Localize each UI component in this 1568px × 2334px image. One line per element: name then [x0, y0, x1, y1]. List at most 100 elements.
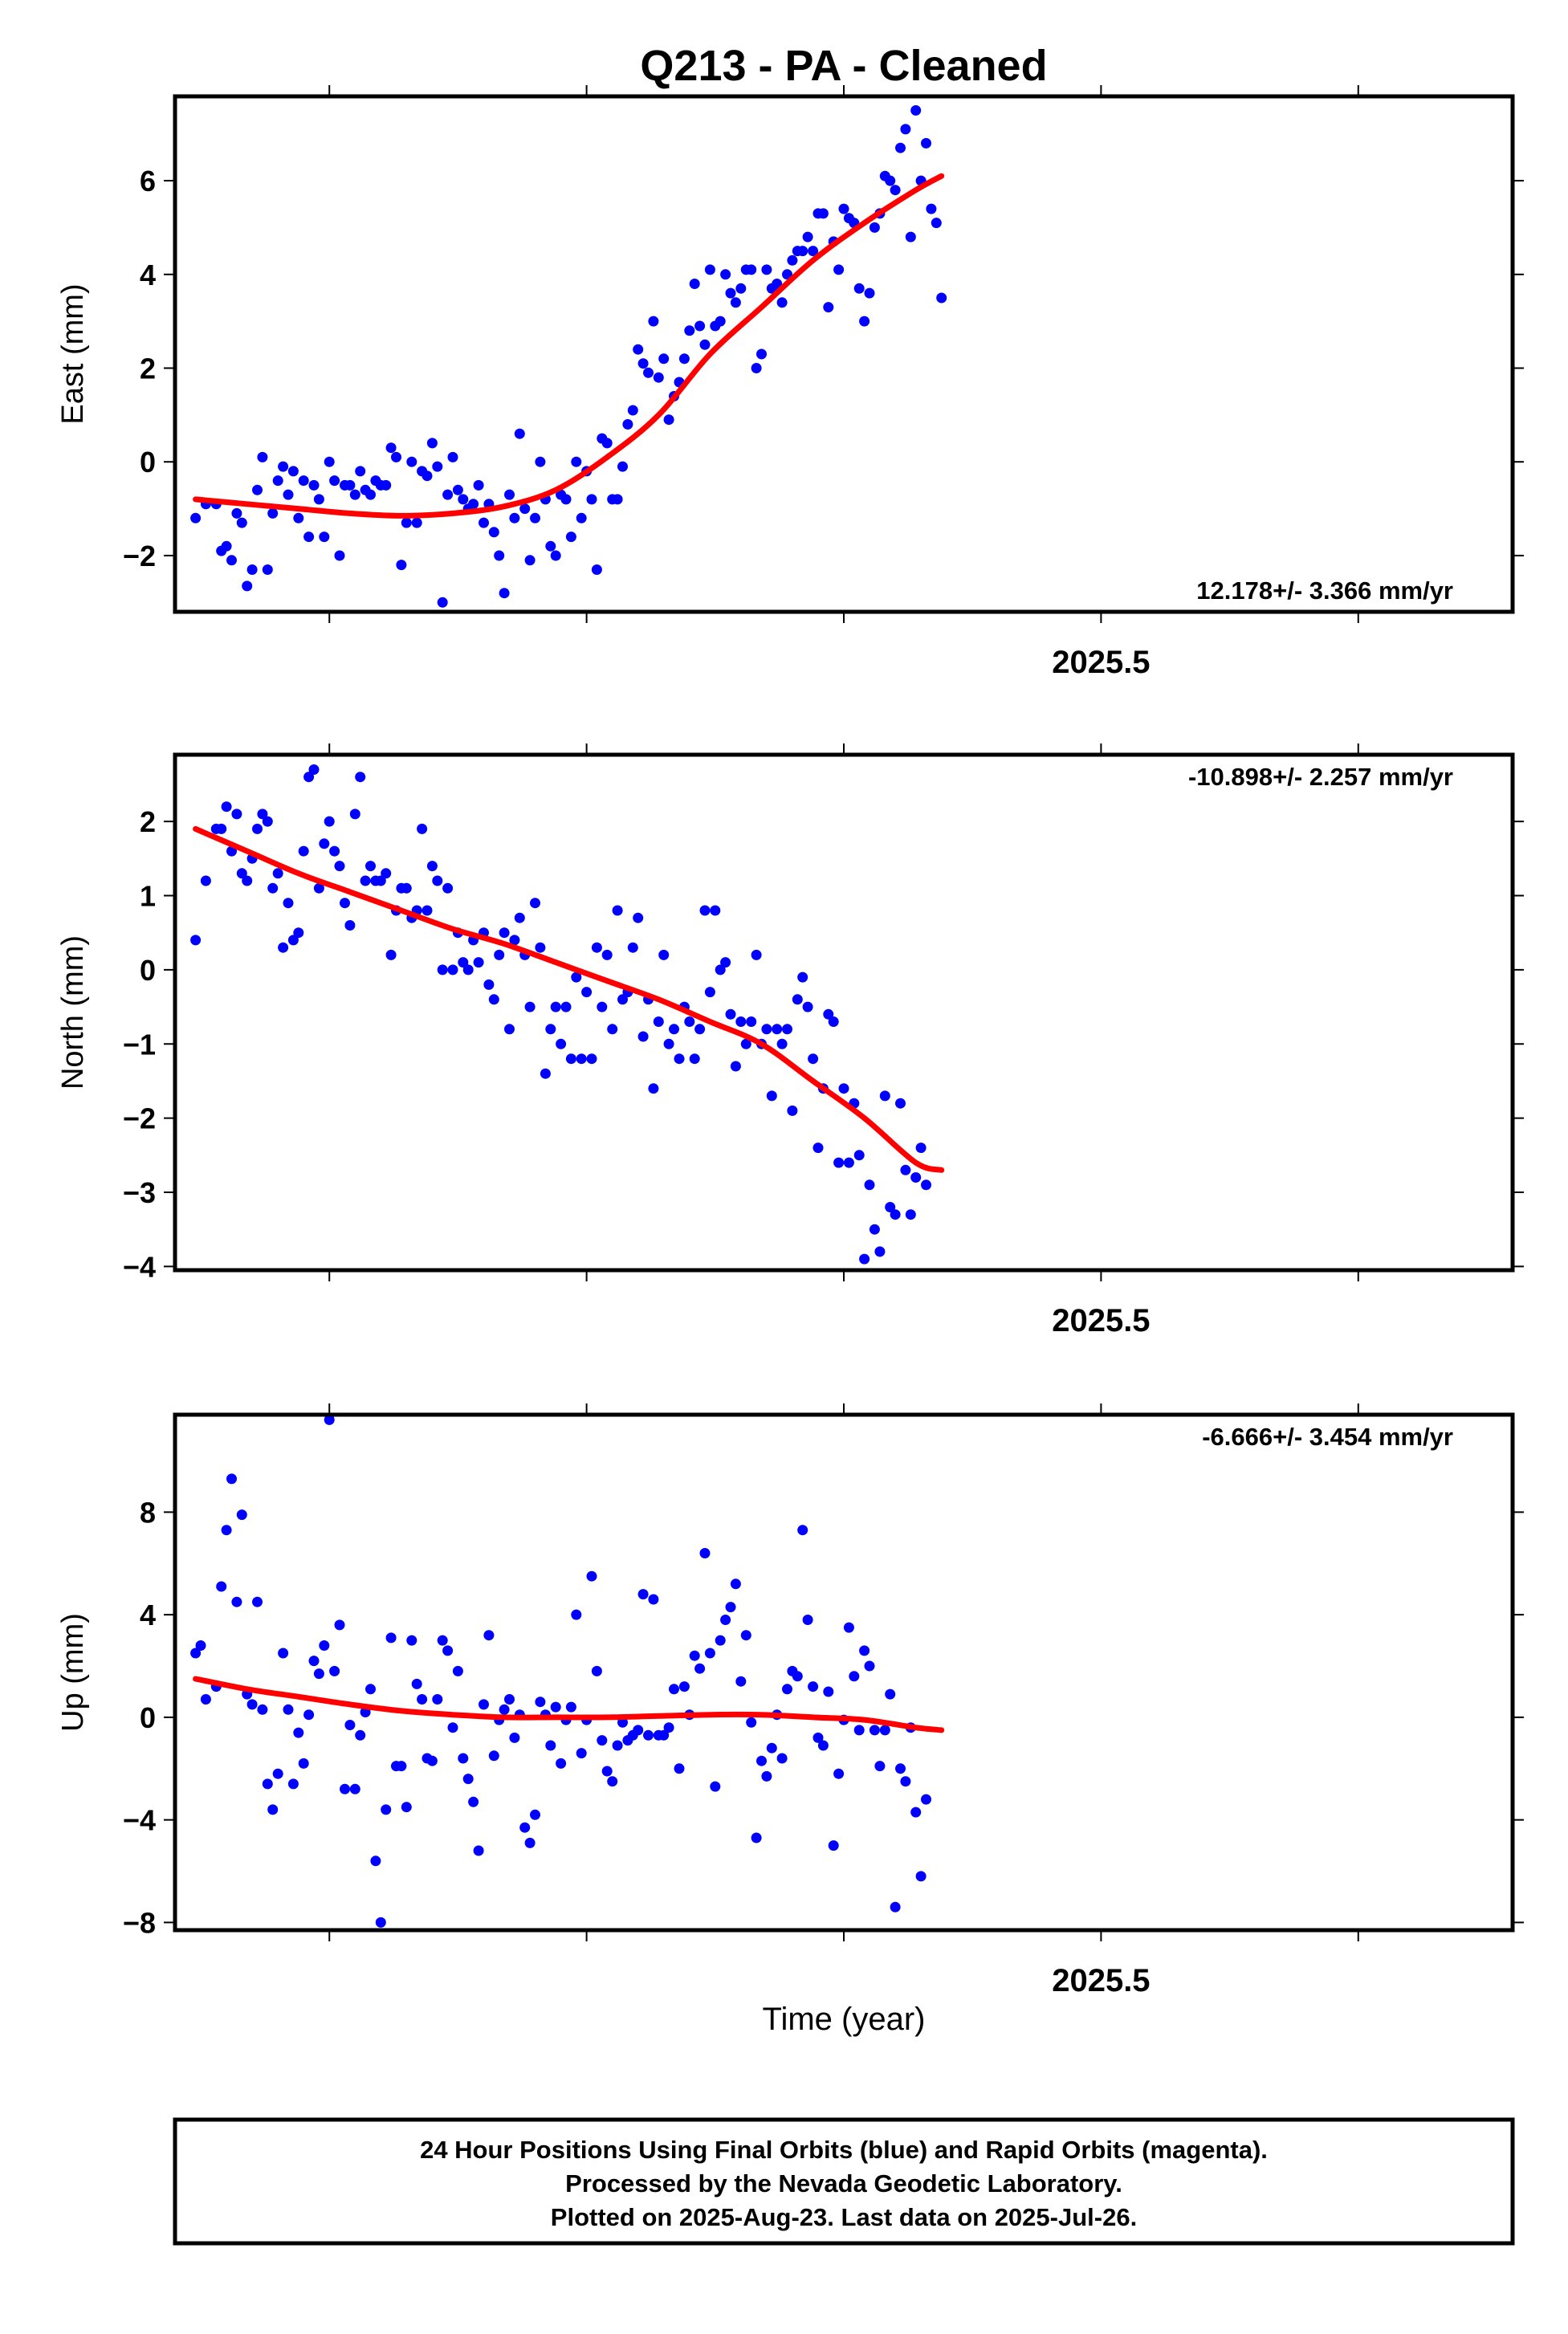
data-point	[231, 809, 242, 820]
data-point	[319, 838, 330, 849]
data-point	[308, 479, 320, 491]
panel-north: 2025.5 −4 −3 −2 −1 0 1 2 North (mm) -10.898+/- 2.…	[56, 743, 1524, 1338]
data-point	[653, 1016, 664, 1027]
data-point	[417, 823, 428, 834]
data-point	[396, 1761, 407, 1772]
data-point	[776, 1038, 788, 1049]
data-point	[458, 494, 469, 505]
data-point	[710, 905, 721, 916]
data-point	[442, 1645, 454, 1656]
x-tick-label: 2025.5	[1052, 1963, 1150, 1998]
data-point	[586, 1570, 597, 1582]
data-point	[607, 1776, 618, 1787]
y-tick-label: −8	[123, 1906, 156, 1939]
data-point	[921, 1179, 931, 1191]
data-point	[360, 875, 371, 886]
data-point	[432, 875, 443, 886]
data-point	[462, 964, 474, 976]
data-point	[828, 1840, 839, 1851]
data-point	[473, 957, 484, 968]
data-point	[756, 1755, 767, 1766]
data-point	[231, 507, 242, 519]
data-point	[699, 1548, 711, 1558]
data-point	[637, 1031, 649, 1042]
data-point	[381, 1804, 392, 1815]
data-point	[885, 1688, 896, 1700]
data-point	[813, 1732, 824, 1743]
data-point	[344, 920, 356, 931]
data-point	[509, 935, 520, 946]
data-point	[571, 1609, 582, 1620]
figure-title: Q213 - PA - Cleaned	[640, 42, 1047, 90]
data-point	[442, 489, 454, 500]
data-point	[504, 489, 515, 500]
data-point	[576, 1748, 587, 1759]
data-point	[921, 1794, 931, 1805]
data-point	[776, 297, 788, 308]
data-point	[329, 845, 340, 857]
data-point	[597, 1001, 608, 1012]
data-point	[283, 898, 294, 909]
data-points-north	[190, 764, 931, 1265]
data-point	[334, 1619, 345, 1631]
data-point	[710, 1781, 721, 1792]
panels: 2025.5 −2 0 2 4 6 East (mm) 12.178+/- 3.366 mm/…	[56, 85, 1524, 1998]
data-point	[293, 1727, 304, 1738]
data-point	[890, 185, 901, 196]
data-point	[267, 507, 279, 519]
data-point	[658, 949, 670, 960]
data-point	[720, 1615, 731, 1625]
data-point	[746, 1717, 757, 1728]
data-point	[252, 1596, 263, 1607]
data-point	[895, 1763, 906, 1774]
data-point	[617, 994, 628, 1005]
data-point	[576, 512, 587, 523]
data-point	[879, 1725, 890, 1736]
data-point	[730, 1578, 741, 1590]
data-point	[648, 1594, 659, 1605]
data-point	[514, 428, 525, 439]
data-point	[488, 527, 499, 538]
data-point	[236, 868, 247, 879]
data-point	[792, 1671, 803, 1682]
data-point	[329, 1665, 340, 1676]
data-point	[797, 971, 808, 983]
data-point	[678, 353, 690, 365]
data-point	[756, 348, 767, 360]
y-tick-label: 4	[140, 1599, 156, 1631]
data-point	[432, 1694, 443, 1705]
data-point	[340, 1783, 350, 1794]
data-point	[319, 532, 330, 543]
data-point	[287, 1778, 299, 1790]
data-point	[530, 512, 540, 523]
data-point	[823, 302, 834, 313]
y-tick-label: 6	[140, 165, 156, 198]
data-point	[550, 1701, 561, 1713]
data-point	[303, 1709, 315, 1721]
data-point	[545, 540, 556, 552]
data-point	[601, 438, 613, 449]
data-point	[607, 1024, 618, 1035]
data-point	[735, 1676, 747, 1687]
data-point	[864, 1660, 875, 1672]
data-point	[509, 1732, 520, 1743]
data-point	[221, 1525, 232, 1536]
data-point	[905, 1209, 916, 1220]
data-point	[355, 1729, 366, 1741]
data-point	[597, 1735, 608, 1746]
model-curve-east	[193, 173, 945, 519]
data-point	[468, 499, 479, 510]
y-axis-label: East (mm)	[56, 283, 90, 424]
data-point	[530, 1809, 540, 1820]
data-point	[221, 801, 232, 813]
data-point	[504, 1024, 515, 1035]
data-point	[262, 564, 273, 575]
data-point	[236, 517, 247, 528]
footer-line-3: Plotted on 2025-Aug-23. Last data on 202…	[551, 2203, 1137, 2231]
data-point	[669, 1684, 679, 1695]
data-point	[293, 927, 304, 939]
data-point	[936, 292, 947, 303]
data-point	[915, 1871, 927, 1882]
data-point	[308, 764, 320, 775]
data-point	[874, 1761, 886, 1772]
